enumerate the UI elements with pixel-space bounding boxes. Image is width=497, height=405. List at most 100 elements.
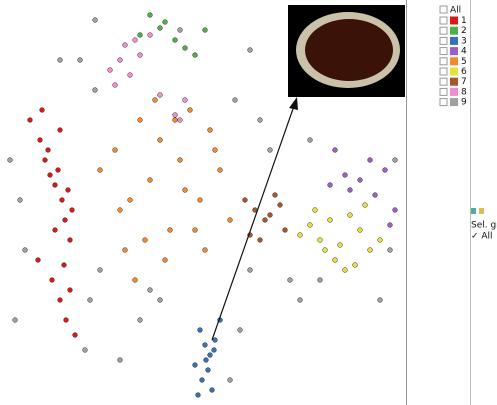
legend-label[interactable]: 3	[461, 36, 467, 46]
point	[168, 228, 173, 233]
point	[40, 108, 45, 113]
point	[378, 298, 383, 303]
point	[333, 148, 338, 153]
point	[58, 58, 63, 63]
point	[148, 288, 153, 293]
point	[258, 238, 263, 243]
point	[200, 378, 205, 383]
point	[38, 138, 43, 143]
point	[183, 98, 188, 103]
point	[268, 213, 273, 218]
icon[interactable]	[471, 208, 476, 214]
point	[268, 148, 273, 153]
legend-label[interactable]: All	[450, 6, 461, 16]
point	[313, 208, 318, 213]
legend-label[interactable]: 5	[461, 57, 467, 67]
point	[323, 248, 328, 253]
point	[58, 298, 63, 303]
checkbox[interactable]	[440, 27, 447, 34]
point	[118, 58, 123, 63]
point	[333, 258, 338, 263]
point	[138, 118, 143, 123]
point	[183, 188, 188, 193]
point	[363, 203, 368, 208]
legend-swatch	[450, 78, 458, 86]
legend-label[interactable]: 2	[461, 26, 467, 36]
yolk	[305, 19, 393, 81]
point	[48, 173, 53, 178]
point	[208, 353, 213, 358]
point	[283, 228, 288, 233]
checkbox[interactable]	[440, 58, 447, 65]
point	[228, 378, 233, 383]
point	[128, 73, 133, 78]
point	[73, 333, 78, 338]
point	[58, 128, 63, 133]
point	[178, 158, 183, 163]
point	[318, 238, 323, 243]
point	[83, 348, 88, 353]
point	[248, 48, 253, 53]
point	[173, 118, 178, 123]
checkbox[interactable]	[440, 37, 447, 44]
checkbox[interactable]	[440, 48, 447, 55]
legend-swatch	[450, 57, 458, 65]
point	[138, 318, 143, 323]
point	[383, 168, 388, 173]
point	[163, 20, 168, 25]
checkbox[interactable]	[440, 78, 447, 85]
legend-label[interactable]: 4	[461, 47, 467, 57]
checkbox[interactable]	[440, 68, 447, 75]
selection-item[interactable]: ✓ All	[471, 232, 493, 242]
point	[228, 218, 233, 223]
point	[298, 298, 303, 303]
legend-label[interactable]: 6	[461, 67, 467, 77]
point	[173, 38, 178, 43]
point	[233, 98, 238, 103]
point	[123, 248, 128, 253]
checkbox[interactable]	[440, 88, 447, 95]
point	[153, 98, 158, 103]
point	[108, 68, 113, 73]
point	[158, 26, 163, 31]
point	[60, 198, 65, 203]
point	[78, 58, 83, 63]
point	[278, 203, 283, 208]
point	[46, 148, 51, 153]
point	[13, 318, 18, 323]
point	[368, 248, 373, 253]
point	[138, 33, 143, 38]
point	[348, 188, 353, 193]
point	[358, 228, 363, 233]
legend-label[interactable]: 8	[461, 87, 467, 97]
point	[148, 33, 153, 38]
point	[378, 238, 383, 243]
point	[388, 223, 393, 228]
point	[133, 38, 138, 43]
point	[243, 198, 248, 203]
point	[183, 46, 188, 51]
point	[212, 348, 217, 353]
legend-label[interactable]: 7	[461, 77, 467, 87]
point	[203, 28, 208, 33]
point	[263, 218, 268, 223]
point	[18, 198, 23, 203]
point	[23, 248, 28, 253]
point	[388, 248, 393, 253]
point	[248, 268, 253, 273]
point	[193, 228, 198, 233]
point	[204, 358, 209, 363]
point	[118, 358, 123, 363]
legend-label[interactable]: 9	[461, 98, 467, 108]
point	[210, 388, 215, 393]
point	[53, 183, 58, 188]
point	[98, 168, 103, 173]
checkbox[interactable]	[440, 6, 447, 13]
icon[interactable]	[479, 208, 484, 214]
legend-label[interactable]: 1	[461, 16, 467, 26]
point	[193, 53, 198, 58]
selection-title: Sel. gro	[471, 221, 497, 231]
checkbox[interactable]	[440, 17, 447, 24]
checkbox[interactable]	[440, 99, 447, 106]
